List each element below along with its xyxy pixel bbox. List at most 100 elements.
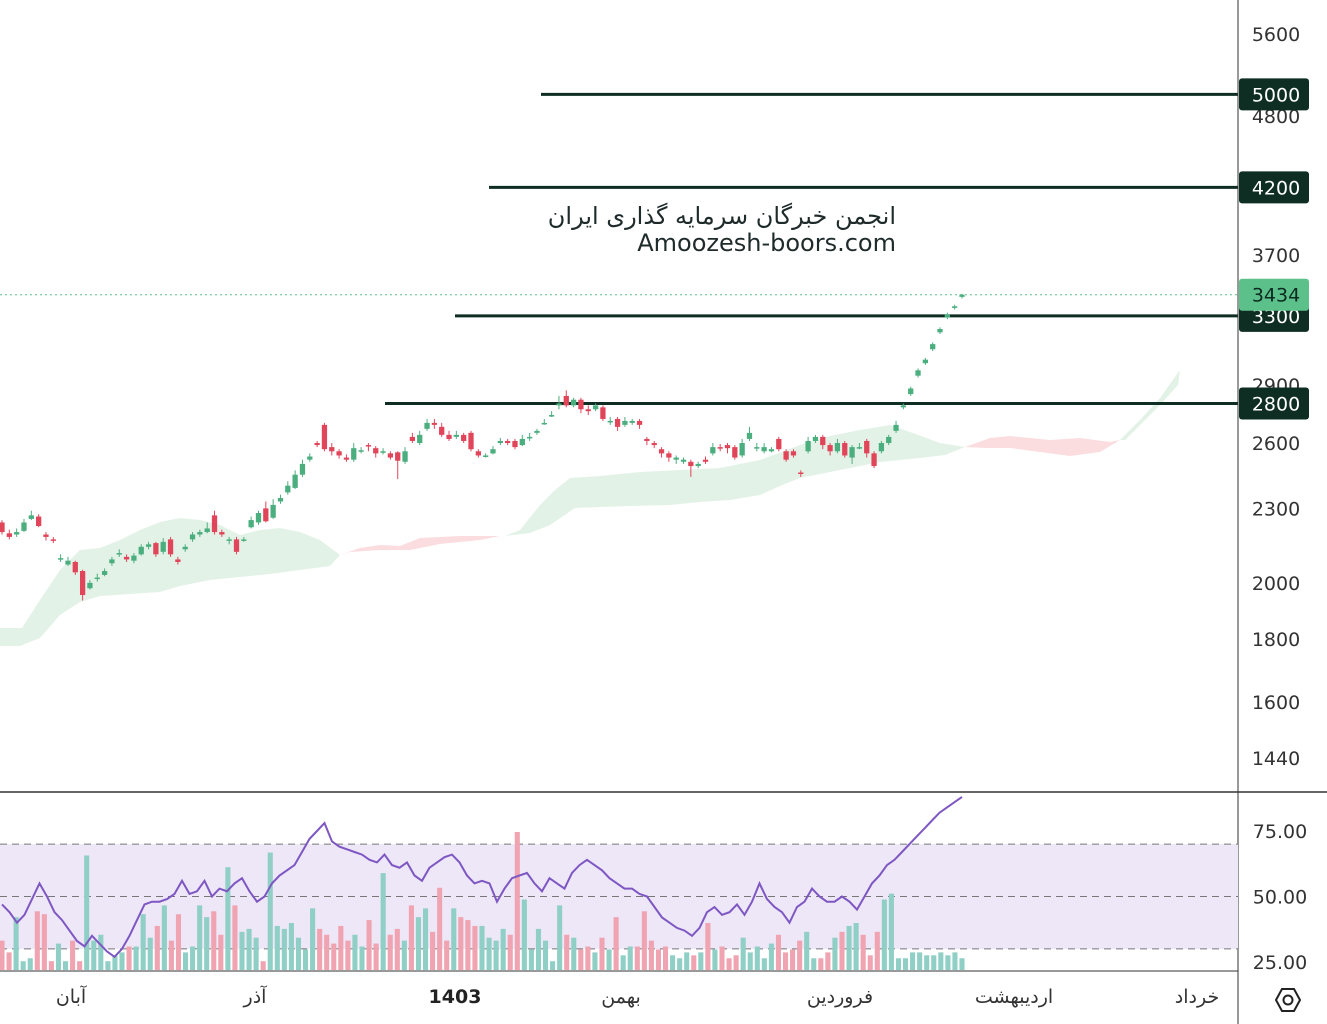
time-label: اردیبهشت [975, 986, 1053, 1008]
candle [28, 510, 34, 521]
time-axis[interactable]: آبان آذر 1403 بهمن فروردین اردیبهشت خرداد [56, 984, 1219, 1008]
volume-bar [70, 940, 76, 970]
volume-bar [677, 958, 683, 970]
volume-bar [267, 852, 273, 970]
volume-bar [514, 832, 520, 970]
volume-bar [507, 934, 513, 970]
volume-bar [246, 928, 252, 970]
volume-bar [380, 873, 386, 970]
candle [417, 430, 423, 446]
volume-bar [557, 905, 563, 970]
volume-bar [571, 937, 577, 970]
candle [673, 455, 679, 464]
candle [534, 428, 540, 435]
volume-bar [684, 952, 690, 970]
candle [856, 443, 863, 450]
candle [204, 522, 210, 534]
candle [241, 536, 247, 542]
candle [842, 440, 848, 458]
volume-bar [811, 958, 817, 970]
candle [724, 443, 731, 454]
candle [409, 432, 416, 444]
candle [636, 418, 643, 429]
volume-bar [662, 946, 669, 970]
volume-bar [387, 934, 393, 970]
candle [36, 514, 42, 528]
candle [827, 443, 833, 456]
volume-bar [613, 917, 619, 970]
volume-bar [726, 958, 732, 970]
indicator-axis[interactable]: 75.00 50.00 25.00 [1253, 821, 1307, 974]
candle [138, 544, 144, 556]
volume-bar [486, 937, 492, 970]
candle [153, 541, 159, 557]
volume-bar [437, 887, 443, 970]
candle [490, 446, 496, 455]
candle [248, 516, 254, 529]
volume-bar [204, 917, 210, 970]
candle [505, 438, 511, 446]
candle [380, 448, 386, 455]
candle [431, 418, 438, 429]
candle [109, 556, 115, 566]
candle [94, 573, 100, 582]
volume-bar [274, 925, 280, 970]
price-tick-label: 4800 [1252, 106, 1300, 128]
indicator-tick-label: 75.00 [1253, 821, 1307, 843]
candle [768, 447, 775, 453]
candle [182, 544, 188, 552]
level-tag-label: 4200 [1252, 177, 1300, 199]
candle [270, 499, 276, 519]
candle [812, 434, 819, 444]
volume-bar [952, 952, 958, 970]
volume-bar [860, 934, 866, 970]
indicator-pane [0, 796, 1238, 970]
candle [541, 418, 547, 425]
candle [57, 554, 64, 562]
volume-bar [797, 940, 803, 970]
volume-bar [634, 946, 640, 970]
volume-bar [740, 937, 746, 970]
volume-bar [691, 955, 697, 970]
candle [922, 357, 928, 365]
volume-bar [670, 955, 676, 970]
volume-bar [825, 952, 831, 970]
candle [453, 430, 459, 439]
candle [226, 536, 232, 545]
volume-bar [648, 940, 654, 970]
volume-bar [535, 928, 542, 970]
volume-bar [775, 934, 782, 970]
last-price-tag: 3434 [1239, 278, 1309, 311]
volume-bar [542, 940, 549, 970]
candle [285, 481, 291, 495]
candle [820, 434, 826, 450]
candle [145, 541, 152, 550]
volume-bar [846, 925, 852, 970]
candle [299, 459, 306, 477]
volume-bar [34, 911, 40, 970]
volume-bar [211, 911, 217, 970]
volume-bar [359, 946, 365, 970]
candle [6, 529, 12, 540]
volume-bar [698, 952, 704, 970]
volume-bar [331, 943, 337, 970]
candle [116, 549, 122, 557]
time-label: 1403 [429, 986, 482, 1008]
volume-bar [415, 917, 422, 970]
candle [578, 397, 584, 414]
candle [959, 293, 965, 299]
candle [717, 444, 723, 452]
volume-bar [874, 931, 880, 970]
volume-bar [599, 937, 605, 970]
settings-icon[interactable] [1274, 988, 1302, 1012]
volume-bar [401, 940, 407, 970]
candle [72, 560, 78, 575]
volume-bar [147, 937, 153, 970]
volume-bar [154, 925, 160, 970]
volume-bar [472, 925, 478, 970]
volume-bar [84, 855, 90, 970]
volume-bar [606, 949, 612, 970]
candle [783, 449, 789, 462]
